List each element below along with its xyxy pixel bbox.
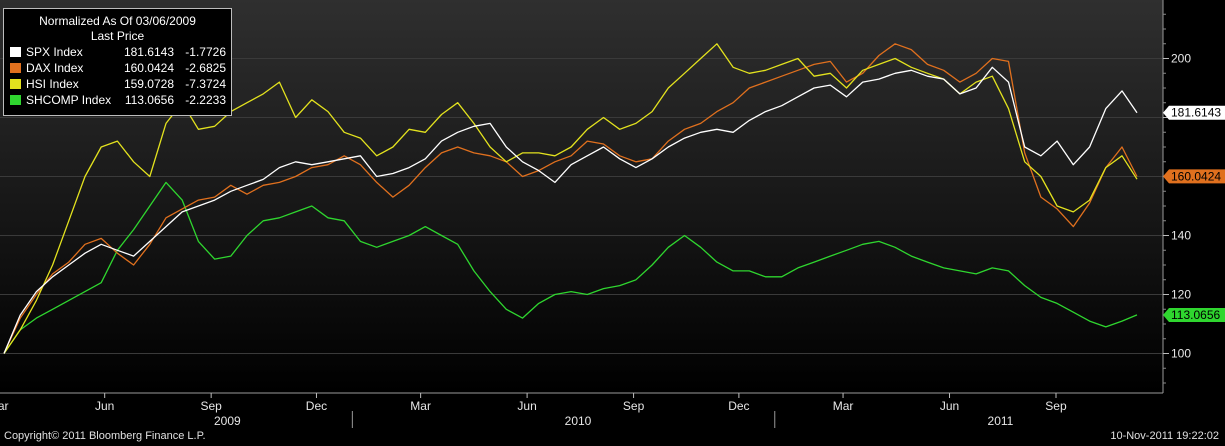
year-label: 2010 xyxy=(565,414,592,428)
series-line-dax xyxy=(3,43,1138,354)
last-value-labels: 181.6143 160.0424 113.0656 xyxy=(1163,106,1225,322)
last-value-text: 181.6143 xyxy=(1171,106,1221,120)
legend-row-dax: DAX Index 160.0424 -2.6825 xyxy=(4,60,231,76)
legend-swatch-shcomp xyxy=(10,95,21,105)
legend-subtitle: Last Price xyxy=(90,29,145,43)
x-tick-label: Sep xyxy=(623,399,645,413)
x-tick-label: Jun xyxy=(517,399,536,413)
x-tick-label: Sep xyxy=(1045,399,1067,413)
x-tick-label: Sep xyxy=(200,399,222,413)
legend-title: Normalized As Of 03/06/2009 xyxy=(39,14,196,28)
legend-price: 181.6143 xyxy=(123,45,174,59)
y-tick-label: 100 xyxy=(1171,347,1191,361)
legend-name: HSI Index xyxy=(26,77,79,91)
x-tick-label: Jun xyxy=(95,399,114,413)
last-value-tag: 181.6143 xyxy=(1163,106,1225,120)
legend-row-spx: SPX Index 181.6143 -1.7726 xyxy=(4,44,231,60)
legend-swatch-hsi xyxy=(10,79,21,89)
x-tick-label: Dec xyxy=(728,399,749,413)
x-tick-label: Mar xyxy=(833,399,854,413)
legend-row-shcomp: SHCOMP Index 113.0656 -2.2233 xyxy=(4,92,231,108)
year-label: 2011 xyxy=(988,414,1014,428)
legend-price: 113.0656 xyxy=(124,93,174,107)
legend-change: -2.2233 xyxy=(185,93,226,107)
copyright-text: Copyright© 2011 Bloomberg Finance L.P. xyxy=(4,430,206,442)
y-tick-label: 140 xyxy=(1171,229,1191,243)
series-line-spx xyxy=(3,66,1138,354)
y-tick-label: 200 xyxy=(1171,52,1191,66)
legend-swatch-dax xyxy=(10,63,21,73)
last-value-tag: 160.0424 xyxy=(1163,169,1225,184)
series-lines xyxy=(3,43,1138,354)
last-value-tag-bg xyxy=(1163,169,1225,184)
last-value-tag: 113.0656 xyxy=(1163,307,1225,322)
legend-name: DAX Index xyxy=(26,61,84,75)
legend-change: -7.3724 xyxy=(185,77,226,91)
x-tick-label: Mar xyxy=(410,399,431,413)
legend-price: 160.0424 xyxy=(123,61,174,75)
last-value-text: 113.0656 xyxy=(1171,308,1220,322)
gridlines xyxy=(0,58,1163,354)
legend-price: 159.0728 xyxy=(123,77,174,91)
last-value-tag-bg xyxy=(1163,105,1225,120)
x-tick-label: Mar xyxy=(0,399,9,413)
legend-change: -1.7726 xyxy=(185,45,226,59)
legend-name: SHCOMP Index xyxy=(26,93,112,107)
last-value-tag-bg xyxy=(1163,307,1225,322)
x-tick-label: Dec xyxy=(306,399,327,413)
legend-change: -2.6825 xyxy=(185,61,226,75)
legend-swatch-spx xyxy=(10,47,21,57)
last-value-text: 160.0424 xyxy=(1171,169,1221,183)
series-line-shcomp xyxy=(3,181,1138,354)
x-tick-label: Jun xyxy=(940,399,959,413)
year-label: 2009 xyxy=(214,414,241,428)
legend: Normalized As Of 03/06/2009 Last Price S… xyxy=(3,8,232,116)
x-axis: MarJunSepDecMarJunSepDecMarJunSep2009201… xyxy=(0,392,1163,428)
timestamp-text: 10-Nov-2011 19:22:02 xyxy=(1110,430,1219,442)
y-axis: 100 120 140 200 xyxy=(1162,0,1191,393)
legend-row-hsi: HSI Index 159.0728 -7.3724 xyxy=(4,76,231,92)
legend-name: SPX Index xyxy=(26,45,83,59)
y-tick-label: 120 xyxy=(1171,288,1191,302)
